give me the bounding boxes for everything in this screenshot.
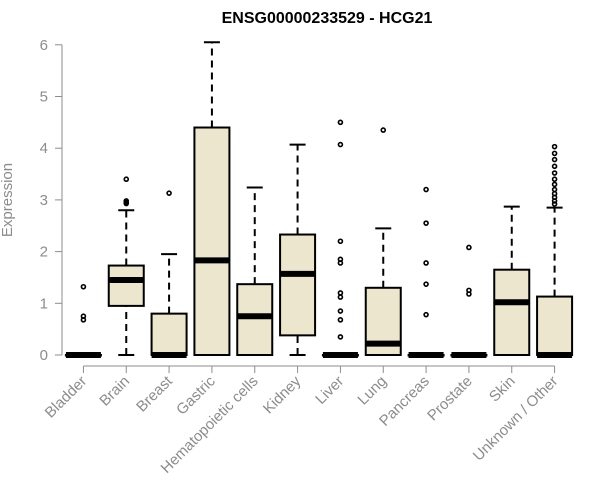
iqr-box: [236, 283, 274, 356]
iqr-box: [536, 295, 574, 357]
outlier-point: [123, 176, 130, 183]
x-tick-label: Brain: [96, 373, 133, 410]
box-7: [364, 127, 402, 357]
outlier-point: [337, 260, 344, 266]
y-tick-label: 1: [40, 295, 48, 312]
x-tick-label: Kidney: [260, 372, 305, 417]
box-3: [193, 41, 231, 356]
box-6: [321, 119, 359, 358]
y-axis: 0 1 2 3 4 5 6: [40, 37, 63, 364]
box-10: [493, 205, 531, 357]
iqr-box: [193, 126, 231, 356]
outlier-point: [166, 190, 172, 196]
y-tick-label: 2: [40, 244, 48, 261]
y-tick-label: 0: [40, 347, 48, 364]
iqr-box: [150, 312, 188, 357]
outlier-point: [337, 334, 344, 340]
box-4: [236, 186, 274, 356]
x-tick-label: Bladder: [42, 373, 91, 422]
iqr-box: [493, 268, 531, 357]
outlier-point: [380, 127, 387, 133]
x-tick-label: Liver: [312, 373, 347, 408]
outlier-point: [423, 220, 429, 226]
iqr-box: [279, 233, 317, 337]
outlier-point: [551, 150, 558, 157]
outlier-point: [551, 198, 558, 204]
outlier-point: [466, 244, 472, 251]
box-5: [279, 143, 317, 356]
outlier-point: [551, 181, 558, 188]
y-tick-label: 5: [40, 89, 48, 106]
outlier-point: [337, 317, 344, 323]
boxes-group: [64, 41, 574, 358]
outlier-point: [337, 141, 344, 148]
y-tick-label: 4: [40, 140, 48, 157]
chart-title: ENSG00000233529 - HCG21: [222, 10, 433, 27]
box-0: [64, 283, 102, 358]
outlier-point: [337, 308, 344, 314]
box-11: [536, 143, 574, 358]
outlier-point: [337, 119, 344, 126]
y-axis-label: Expression: [0, 163, 16, 237]
x-tick-label: Lung: [354, 373, 390, 409]
x-tick-label: Prostate: [424, 373, 476, 425]
outlier-point: [551, 201, 558, 207]
outlier-point: [423, 260, 429, 266]
outlier-point: [423, 311, 429, 318]
outlier-point: [551, 170, 558, 176]
x-tick-label: Skin: [486, 373, 519, 406]
x-tick-label: Breast: [133, 372, 176, 415]
outlier-point: [337, 294, 344, 300]
outlier-point: [423, 186, 429, 193]
y-tick-label: 3: [40, 192, 48, 209]
iqr-box: [107, 264, 145, 307]
box-8: [407, 186, 445, 358]
outlier-point: [551, 156, 558, 163]
outlier-point: [466, 291, 472, 297]
outlier-point: [80, 283, 87, 290]
box-9: [450, 244, 488, 358]
box-1: [107, 176, 145, 356]
outlier-point: [337, 238, 344, 245]
y-tick-label: 6: [40, 37, 48, 54]
outlier-point: [551, 176, 558, 183]
outlier-point: [80, 317, 87, 323]
outlier-point: [551, 143, 558, 150]
outlier-point: [123, 200, 130, 207]
outlier-point: [423, 281, 429, 287]
box-2: [150, 190, 188, 358]
outlier-point: [551, 163, 558, 170]
